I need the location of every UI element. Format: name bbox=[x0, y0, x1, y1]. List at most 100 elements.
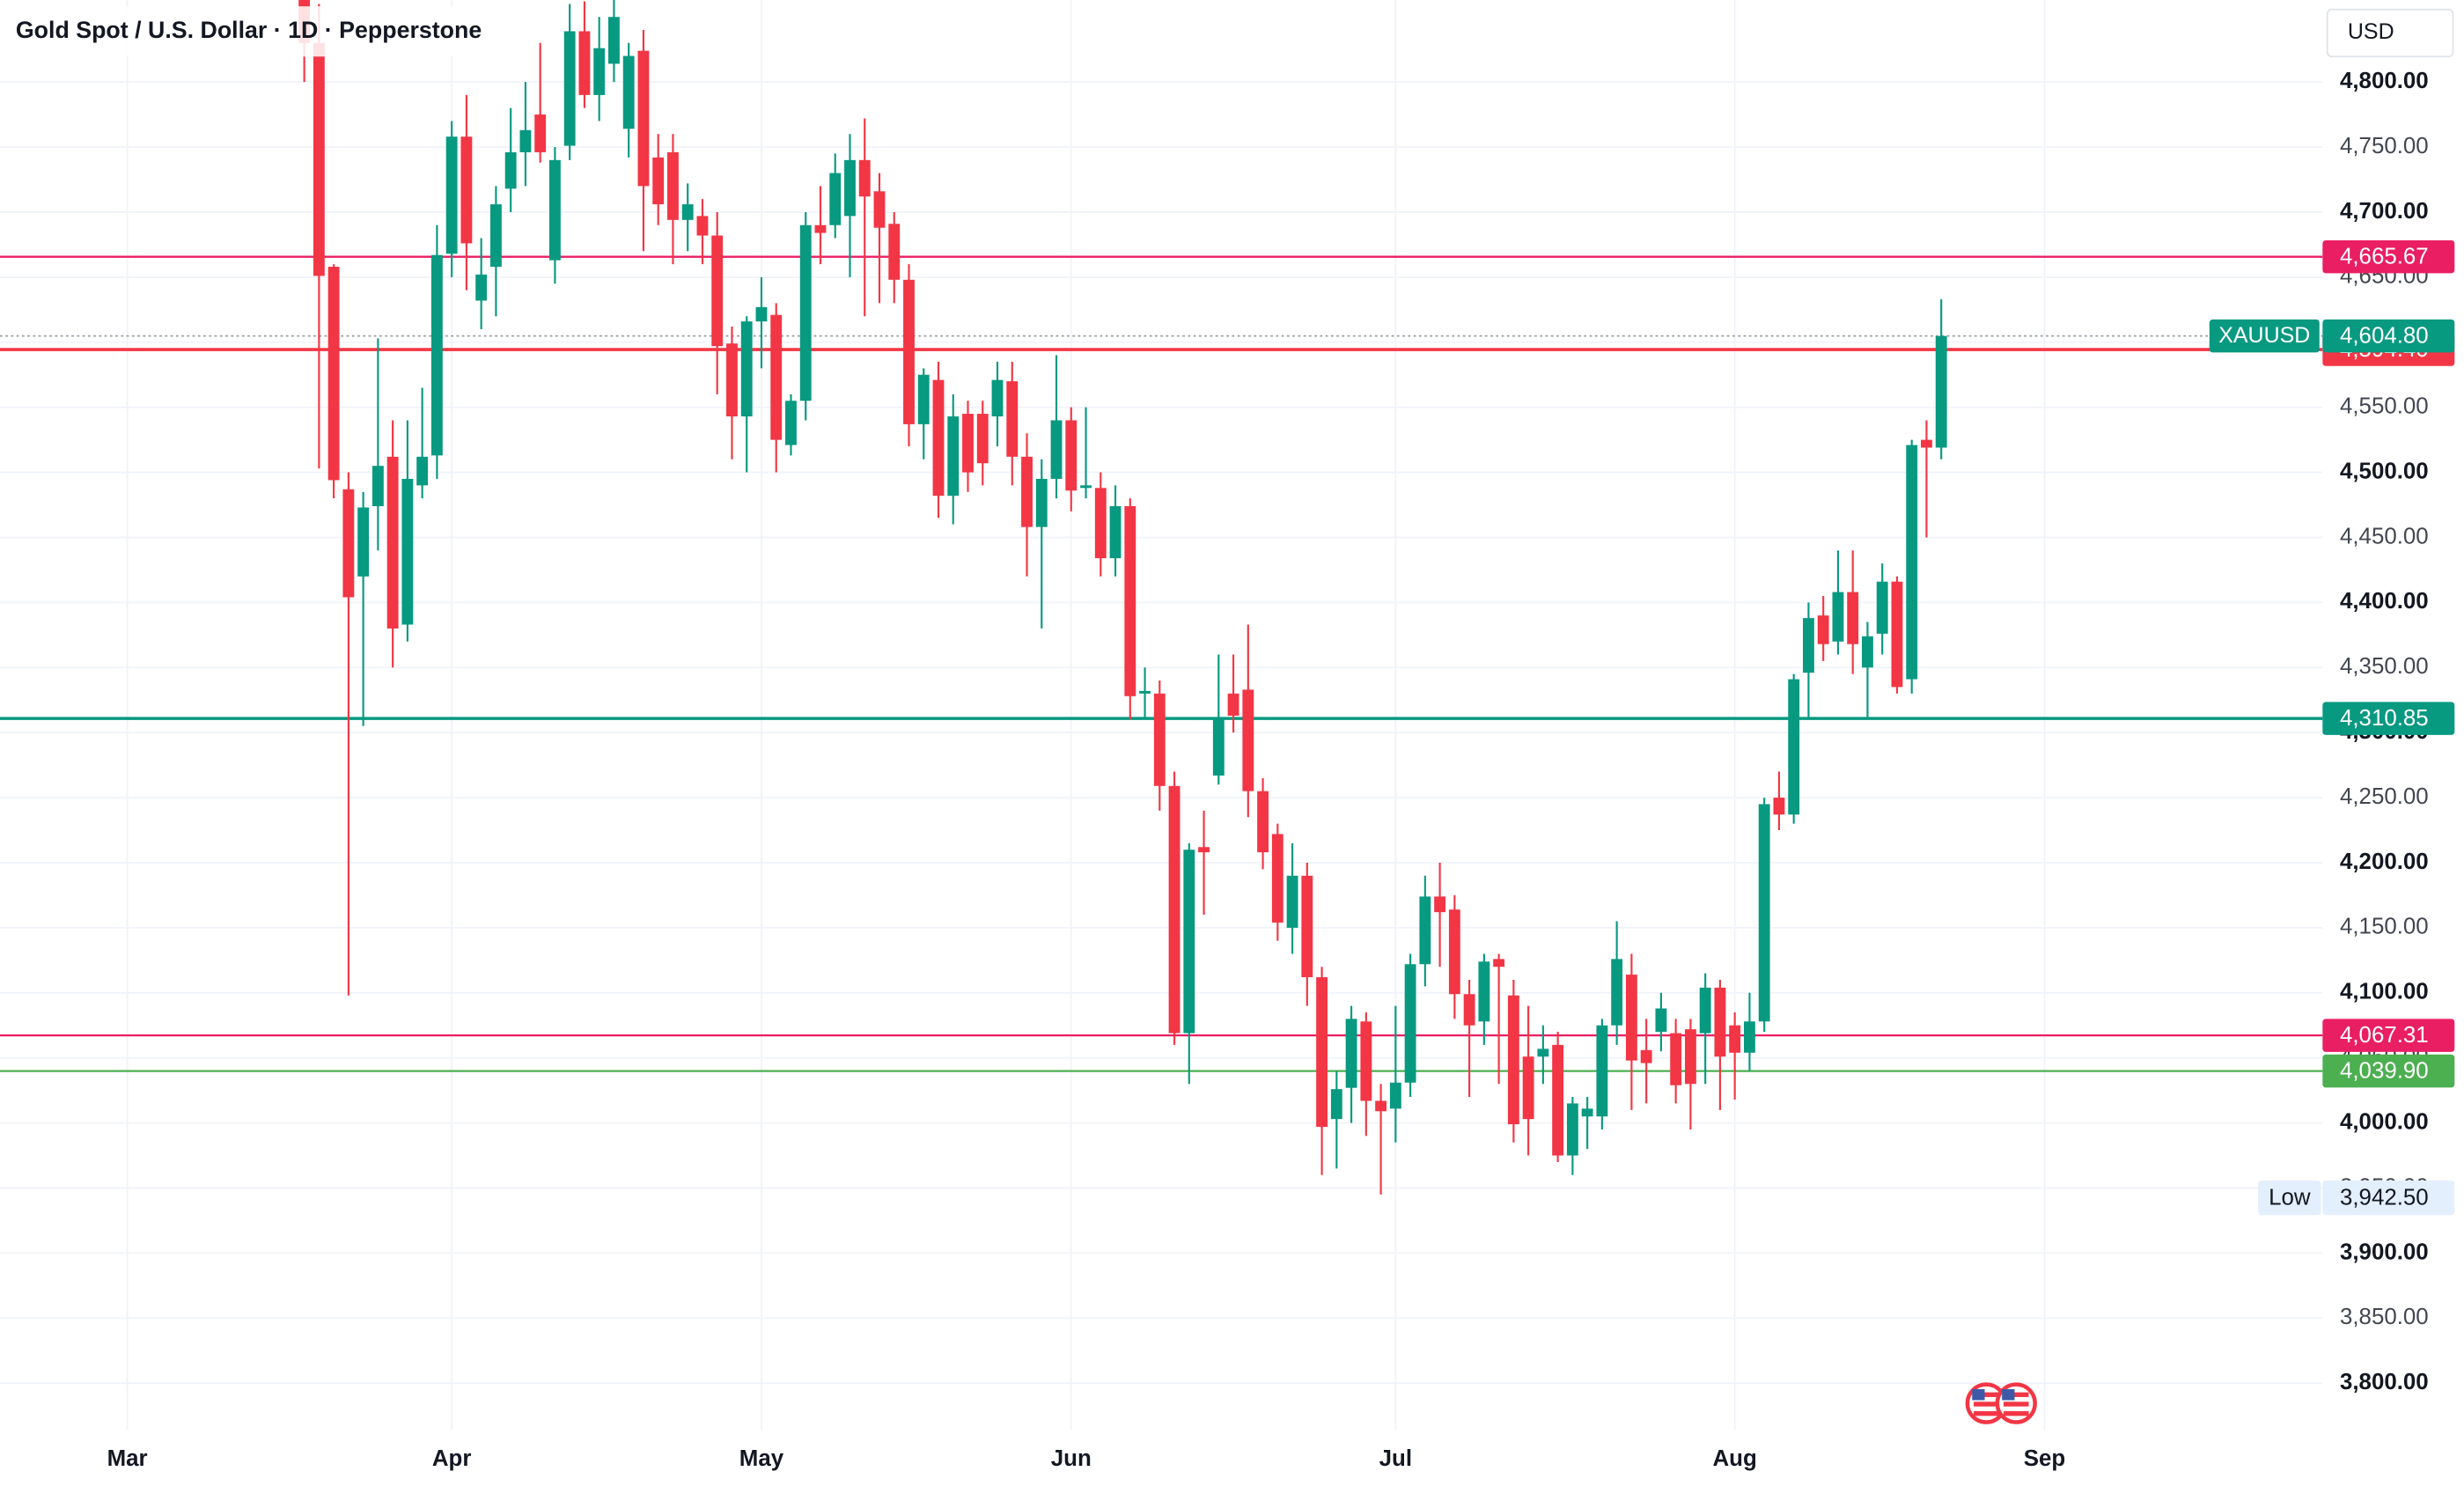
candle-body bbox=[1286, 875, 1298, 928]
candle-body bbox=[858, 159, 871, 197]
candle-body bbox=[1847, 592, 1859, 644]
candle-body bbox=[962, 414, 974, 473]
level-label-text: 4,310.85 bbox=[2340, 706, 2429, 731]
candle-body bbox=[1360, 1021, 1372, 1101]
currency-box[interactable] bbox=[2326, 8, 2454, 58]
candle-body bbox=[1242, 689, 1254, 791]
candle-body bbox=[1168, 785, 1181, 1034]
candle-body bbox=[1743, 1021, 1755, 1053]
candle-body bbox=[416, 456, 429, 486]
y-tick-label: 4,800.00 bbox=[2340, 69, 2429, 93]
candle-body bbox=[1640, 1049, 1652, 1063]
y-tick-label: 3,850.00 bbox=[2340, 1305, 2429, 1329]
candle-body bbox=[1714, 987, 1726, 1057]
candle-body bbox=[770, 314, 783, 440]
candle-body bbox=[681, 204, 694, 220]
candle-body bbox=[519, 129, 532, 152]
candle-body bbox=[430, 254, 443, 456]
candle-body bbox=[1330, 1089, 1342, 1120]
candle-body bbox=[357, 507, 370, 577]
candle-body bbox=[1389, 1082, 1401, 1109]
y-tick-label: 3,800.00 bbox=[2340, 1370, 2429, 1394]
candle-body bbox=[1906, 445, 1918, 680]
candle-body bbox=[1729, 1025, 1741, 1053]
candle-body bbox=[489, 204, 502, 268]
candle-body bbox=[1257, 791, 1269, 853]
y-tick-label: 4,350.00 bbox=[2340, 654, 2429, 679]
candle-body bbox=[1050, 420, 1063, 479]
candle-body bbox=[1507, 995, 1519, 1125]
candle-body bbox=[1832, 592, 1844, 642]
candle-body bbox=[460, 136, 473, 244]
candle-body bbox=[1448, 909, 1460, 995]
candle-body bbox=[829, 173, 842, 225]
candle-body bbox=[1212, 719, 1225, 776]
low-tag-box bbox=[2258, 1180, 2321, 1216]
grid bbox=[0, 0, 2323, 1431]
candle-body bbox=[711, 235, 724, 347]
y-tick-label: 4,500.00 bbox=[2340, 459, 2429, 483]
candle-body bbox=[327, 267, 340, 481]
candle-body bbox=[1271, 834, 1283, 923]
candle-body bbox=[342, 489, 355, 598]
level-label-box bbox=[2322, 702, 2455, 735]
y-tick-label: 4,200.00 bbox=[2340, 850, 2429, 874]
candle-body bbox=[1124, 505, 1136, 696]
candle-body bbox=[1153, 693, 1166, 786]
candle-body bbox=[1065, 420, 1078, 491]
price-axis: 3,800.003,850.003,900.003,950.004,000.00… bbox=[2209, 69, 2455, 1394]
y-tick-label: 4,250.00 bbox=[2340, 784, 2429, 809]
last-price-label-text: 4,604.80 bbox=[2340, 323, 2429, 348]
currency-label[interactable]: USD bbox=[2348, 19, 2394, 44]
event-flags[interactable] bbox=[1965, 1382, 2037, 1424]
candle-body bbox=[1655, 1008, 1667, 1033]
candle-body bbox=[608, 17, 620, 64]
candle-body bbox=[740, 321, 753, 417]
chart-title: Gold Spot / U.S. Dollar · 1D · Peppersto… bbox=[16, 17, 482, 43]
candle-body bbox=[1625, 975, 1637, 1061]
candle-body bbox=[1035, 478, 1048, 527]
candle-body bbox=[1684, 1029, 1696, 1085]
candle-body bbox=[1670, 1033, 1682, 1085]
candle-body bbox=[947, 416, 960, 497]
candle-body bbox=[726, 343, 738, 417]
candle-body bbox=[1109, 505, 1122, 559]
candle-body bbox=[622, 55, 635, 129]
candle-body bbox=[785, 401, 797, 445]
candle-body bbox=[1596, 1025, 1608, 1117]
candle-body bbox=[549, 159, 561, 261]
candle-body bbox=[917, 374, 930, 424]
symbol-tag: XAUUSD bbox=[2218, 323, 2310, 348]
candle-body bbox=[814, 224, 827, 233]
y-tick-label: 4,000.00 bbox=[2340, 1109, 2429, 1134]
candle-body bbox=[1301, 875, 1313, 978]
candle-body bbox=[932, 379, 945, 497]
candle-body bbox=[386, 456, 399, 629]
y-tick-label: 4,700.00 bbox=[2340, 199, 2429, 224]
candle-body bbox=[1478, 961, 1490, 1022]
candle-body bbox=[1876, 581, 1888, 634]
x-tick-label: Jun bbox=[1051, 1446, 1092, 1471]
candle-body bbox=[445, 136, 458, 254]
candle-body bbox=[873, 191, 886, 228]
candle-body bbox=[1566, 1103, 1578, 1156]
candle-body bbox=[578, 31, 591, 95]
x-tick-label: May bbox=[739, 1446, 784, 1471]
x-tick-label: Aug bbox=[1713, 1446, 1757, 1471]
candle-body bbox=[563, 31, 576, 146]
candle-body bbox=[1921, 439, 1932, 448]
candle-body bbox=[1581, 1108, 1593, 1117]
plot-area bbox=[0, 0, 2323, 1195]
candle-body bbox=[1773, 798, 1785, 815]
candle-body bbox=[1316, 977, 1328, 1128]
candle-body bbox=[696, 216, 709, 236]
candle-body bbox=[1537, 1048, 1549, 1057]
candle-body bbox=[637, 50, 650, 187]
y-tick-label: 4,150.00 bbox=[2340, 915, 2429, 939]
symbol-tag-box bbox=[2209, 319, 2320, 353]
y-tick-label: 4,400.00 bbox=[2340, 589, 2429, 614]
candle-body bbox=[1021, 456, 1033, 527]
